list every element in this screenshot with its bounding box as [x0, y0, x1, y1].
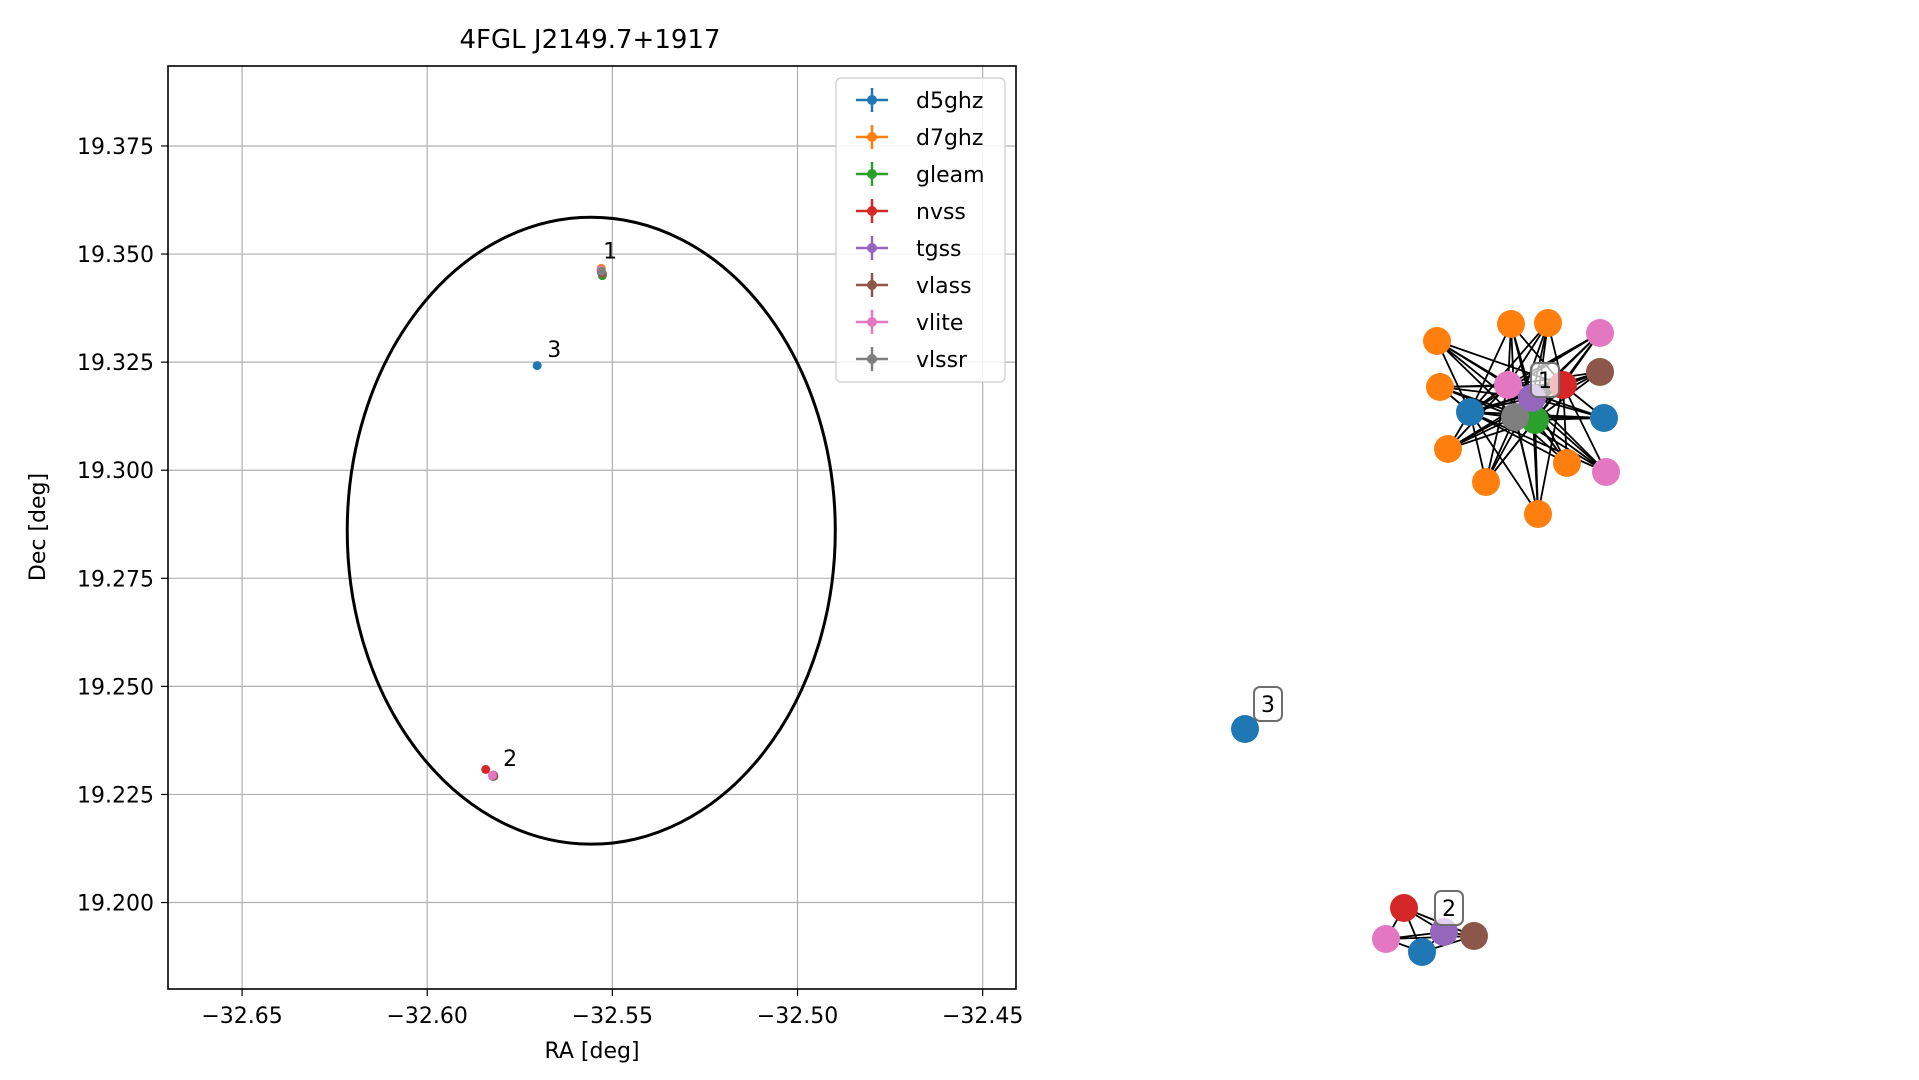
x-tick-label: −32.45 [942, 1004, 1023, 1029]
legend-marker-dot [867, 169, 877, 179]
legend-label: vlssr [916, 348, 968, 373]
y-tick-label: 19.300 [77, 459, 154, 484]
cluster-label: 3 [1261, 693, 1275, 718]
network-edge [1562, 384, 1607, 473]
network-node [1592, 458, 1620, 486]
x-tick-label: −32.55 [572, 1004, 653, 1029]
network-nodes [1231, 309, 1620, 966]
legend-marker-dot [867, 243, 877, 253]
source-label: 3 [547, 338, 561, 363]
scatter-plot: 4FGL J2149.7+1917 1 2 3 −32.65 −32.60 −32.55… [26, 25, 1023, 1064]
network-edge [1469, 323, 1512, 413]
network-node [1426, 373, 1454, 401]
y-tick-label: 19.325 [77, 351, 154, 376]
x-axis-ticks: −32.65 −32.60 −32.55 −32.50 −32.45 [201, 989, 1023, 1029]
data-point-nvss [481, 764, 491, 774]
source-label: 2 [503, 747, 517, 772]
legend-marker-dot [867, 95, 877, 105]
x-axis-label: RA [deg] [544, 1039, 639, 1064]
plot-frame [167, 65, 1017, 990]
network-node [1586, 358, 1614, 386]
cluster-label-box [1253, 686, 1283, 722]
network-node [1408, 938, 1436, 966]
legend-marker-dot [867, 354, 877, 364]
y-tick-label: 19.375 [77, 135, 154, 160]
cluster-label-box [1530, 362, 1560, 398]
network-edge [1534, 419, 1607, 473]
y-tick-label: 19.275 [77, 567, 154, 592]
y-axis-ticks: 19.200 19.225 19.250 19.275 19.300 19.325 19.3… [77, 135, 168, 917]
network-edges [1385, 322, 1607, 953]
source-annotations: 1 2 3 [503, 239, 617, 772]
data-point-vlite [487, 770, 497, 780]
network-node [1456, 398, 1484, 426]
legend: d5ghz d7ghz gleam nvss tgss vlass vlite vlssr [835, 77, 1006, 383]
network-node [1497, 310, 1525, 338]
legend-label: vlass [916, 274, 972, 299]
network-edge [1469, 411, 1607, 473]
legend-marker-dot [867, 206, 877, 216]
data-point-d5ghz [532, 361, 542, 371]
legend-label: d7ghz [916, 126, 983, 151]
network-edge [1469, 411, 1568, 464]
legend-marker-dot [867, 132, 877, 142]
network-node [1372, 925, 1400, 953]
network-node [1472, 468, 1500, 496]
x-tick-label: −32.50 [757, 1004, 838, 1029]
legend-label: gleam [916, 163, 985, 188]
localization-ellipse-outline [345, 215, 837, 846]
network-node [1231, 715, 1259, 743]
legend-label: tgss [916, 237, 962, 262]
network-edge [1385, 935, 1475, 940]
legend-marker-dot [867, 317, 877, 327]
legend-label: d5ghz [916, 89, 983, 114]
cluster-label: 1 [1538, 369, 1552, 394]
network-node [1586, 319, 1614, 347]
network-node [1390, 894, 1418, 922]
network-labels: 1 2 3 [1253, 362, 1560, 926]
y-tick-label: 19.250 [77, 675, 154, 700]
network-edge [1469, 411, 1539, 515]
network-node [1423, 327, 1451, 355]
x-tick-label: −32.65 [201, 1004, 282, 1029]
network-node [1590, 404, 1618, 432]
localization-ellipse [345, 215, 837, 846]
legend-label: vlite [916, 311, 963, 336]
network-node [1524, 500, 1552, 528]
x-tick-label: −32.60 [387, 1004, 468, 1029]
network-graph: 1 2 3 [1231, 309, 1620, 966]
network-node [1494, 371, 1522, 399]
legend-label: nvss [916, 200, 966, 225]
cluster-label: 2 [1442, 897, 1456, 922]
network-edge [1469, 322, 1549, 413]
y-axis-label: Dec [deg] [26, 473, 51, 581]
network-node [1434, 435, 1462, 463]
y-tick-label: 19.225 [77, 783, 154, 808]
data-points [481, 263, 607, 781]
y-tick-label: 19.200 [77, 892, 154, 917]
network-edge [1534, 419, 1539, 515]
network-edge [1436, 340, 1516, 418]
chart-title: 4FGL J2149.7+1917 [460, 25, 721, 55]
network-node [1501, 403, 1529, 431]
legend-marker-dot [867, 280, 877, 290]
network-node [1534, 309, 1562, 337]
y-tick-label: 19.350 [77, 243, 154, 268]
network-node [1553, 449, 1581, 477]
network-edge [1510, 323, 1516, 418]
cluster-label-box [1434, 890, 1464, 926]
legend-box [835, 77, 1006, 383]
source-label: 1 [603, 239, 617, 264]
network-node [1460, 922, 1488, 950]
data-point-vlssr [597, 266, 607, 276]
